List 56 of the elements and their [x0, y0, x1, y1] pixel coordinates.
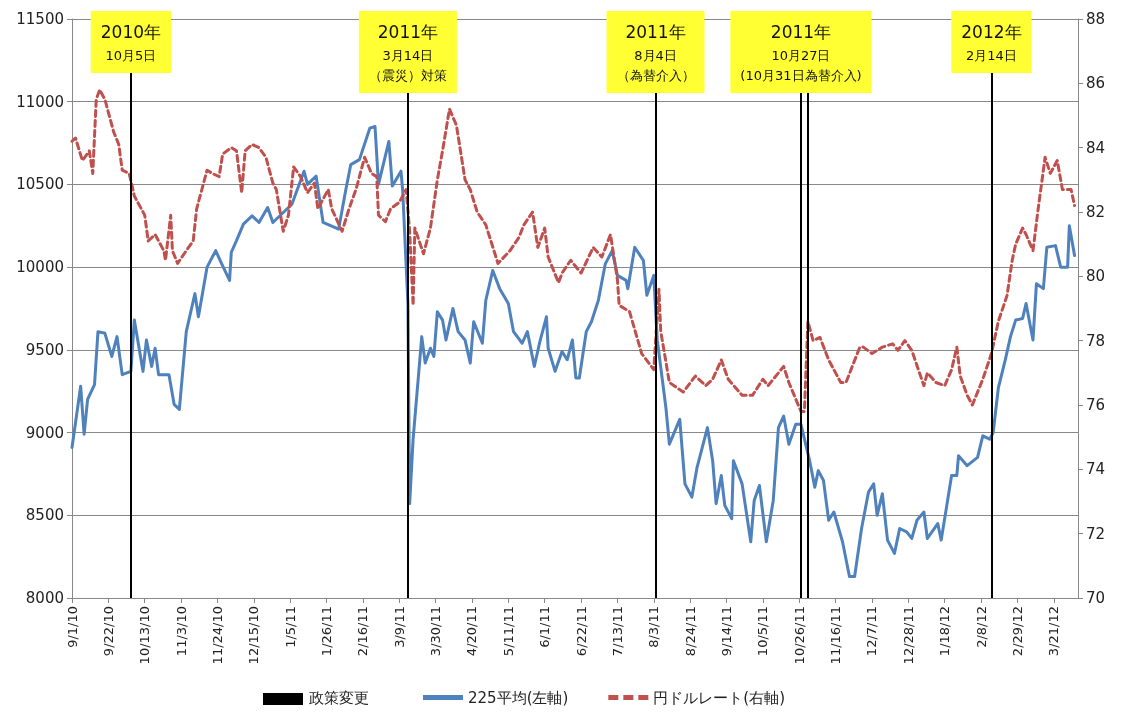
y-tick-label: 8500: [25, 506, 64, 525]
x-tick-label: 11/16/11: [828, 606, 844, 665]
x-tick-label: 1/5/11: [282, 606, 298, 648]
ref-line-label: 2011年 3月14日（震災）対策: [368, 22, 447, 83]
ref-line-label: 2011年 8月4日（為替介入）: [616, 22, 695, 83]
x-tick-label: 8/3/11: [646, 606, 662, 648]
line-series: [70, 88, 1077, 413]
x-tick-label: 5/11/11: [500, 606, 516, 657]
y-tick-label: 8000: [25, 589, 64, 607]
y-tick-label: 10500: [16, 175, 64, 194]
x-tick-label: 11/24/10: [209, 606, 225, 665]
text: 政策変更: [309, 689, 369, 708]
legend-label: 225平均(左軸): [468, 688, 569, 707]
line-series: [70, 125, 1077, 578]
x-tick-label: 2/29/12: [1009, 606, 1025, 657]
y-tick-label: 9500: [25, 340, 64, 359]
y2-tick-label: 86: [1086, 74, 1106, 93]
x-tick-label: 12/28/11: [900, 606, 916, 665]
y2-tick-label: 80: [1086, 267, 1106, 286]
y2-tick-label: 72: [1086, 524, 1106, 543]
x-tick-label: 3/30/11: [428, 606, 444, 657]
y2-tick-label: 88: [1086, 10, 1106, 28]
x-tick-label: 4/20/11: [464, 606, 480, 657]
x-tick-label: 6/1/11: [537, 606, 553, 648]
x-tick-label: 2/16/11: [355, 606, 371, 657]
ref-line-label: 2012年 2月14日: [961, 22, 1022, 63]
ref-line-label: 2011年 10月27日(10月31日為替介入): [740, 22, 862, 83]
x-tick-label: 6/22/11: [573, 606, 589, 657]
x-tick-label: 10/13/10: [137, 606, 153, 665]
y-tick-label: 11000: [16, 92, 64, 111]
x-tick-label: 3/9/11: [391, 606, 407, 648]
y2-tick-label: 70: [1086, 589, 1106, 607]
x-tick-label: 2/8/12: [973, 606, 989, 648]
y2-tick-label: 74: [1086, 460, 1106, 479]
x-tick-label: 9/1/10: [64, 606, 80, 648]
x-tick-label: 10/5/11: [755, 606, 771, 657]
y2-tick-label: 78: [1086, 331, 1106, 350]
y2-tick-label: 76: [1086, 396, 1106, 414]
x-tick-label: 12/15/10: [246, 606, 262, 665]
y2-tick-label: 82: [1086, 203, 1106, 221]
x-tick-label: 9/14/11: [719, 606, 735, 657]
x-tick-label: 1/26/11: [319, 606, 335, 657]
x-tick-label: 3/21/12: [1046, 606, 1062, 657]
y-tick-label: 11500: [16, 10, 64, 28]
y-tick-label: 10000: [16, 258, 64, 277]
legend-label: 円ドルレート(右軸): [653, 688, 786, 707]
x-tick-label: 8/24/11: [682, 606, 698, 657]
ref-line-label: 2010年 10月5日: [100, 22, 161, 63]
x-tick-label: 1/18/12: [937, 606, 953, 657]
y-tick-label: 9000: [25, 423, 64, 442]
x-tick-label: 11/3/10: [173, 606, 189, 657]
x-tick-label: 9/22/10: [100, 606, 116, 657]
x-tick-label: 10/26/11: [791, 606, 807, 665]
x-tick-label: 7/13/11: [609, 606, 625, 657]
y2-tick-label: 84: [1086, 138, 1106, 157]
x-tick-label: 12/7/11: [864, 606, 880, 657]
